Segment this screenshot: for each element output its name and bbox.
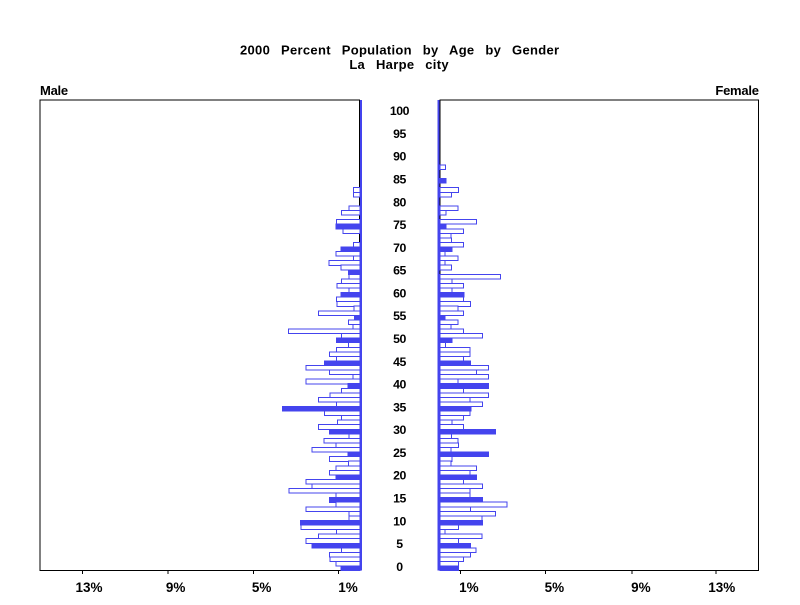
svg-text:100: 100 xyxy=(390,104,410,118)
svg-text:5%: 5% xyxy=(545,580,565,595)
svg-text:90: 90 xyxy=(393,150,406,164)
svg-text:25: 25 xyxy=(393,446,406,460)
svg-text:0: 0 xyxy=(396,560,403,574)
svg-text:60: 60 xyxy=(393,286,406,300)
svg-text:10: 10 xyxy=(393,514,406,528)
svg-text:40: 40 xyxy=(393,378,406,392)
svg-text:Male: Male xyxy=(40,83,68,98)
svg-text:1%: 1% xyxy=(338,580,358,595)
svg-text:9%: 9% xyxy=(166,580,186,595)
svg-text:50: 50 xyxy=(393,332,406,346)
svg-text:5: 5 xyxy=(396,537,403,551)
svg-text:75: 75 xyxy=(393,218,406,232)
svg-text:1%: 1% xyxy=(459,580,479,595)
svg-text:85: 85 xyxy=(393,173,406,187)
svg-text:La Harpe city: La Harpe city xyxy=(349,57,449,72)
svg-text:13%: 13% xyxy=(75,580,102,595)
svg-text:35: 35 xyxy=(393,400,406,414)
svg-text:15: 15 xyxy=(393,492,406,506)
svg-text:65: 65 xyxy=(393,264,406,278)
svg-text:5%: 5% xyxy=(252,580,272,595)
svg-text:13%: 13% xyxy=(708,580,735,595)
svg-text:55: 55 xyxy=(393,309,406,323)
svg-text:20: 20 xyxy=(393,469,406,483)
svg-text:Female: Female xyxy=(715,83,758,98)
svg-text:45: 45 xyxy=(393,355,406,369)
svg-text:70: 70 xyxy=(393,241,406,255)
svg-text:80: 80 xyxy=(393,195,406,209)
svg-text:9%: 9% xyxy=(631,580,651,595)
svg-text:2000 Percent Population by Age: 2000 Percent Population by Age by Gender xyxy=(240,43,559,58)
svg-text:95: 95 xyxy=(393,127,406,141)
svg-text:30: 30 xyxy=(393,423,406,437)
